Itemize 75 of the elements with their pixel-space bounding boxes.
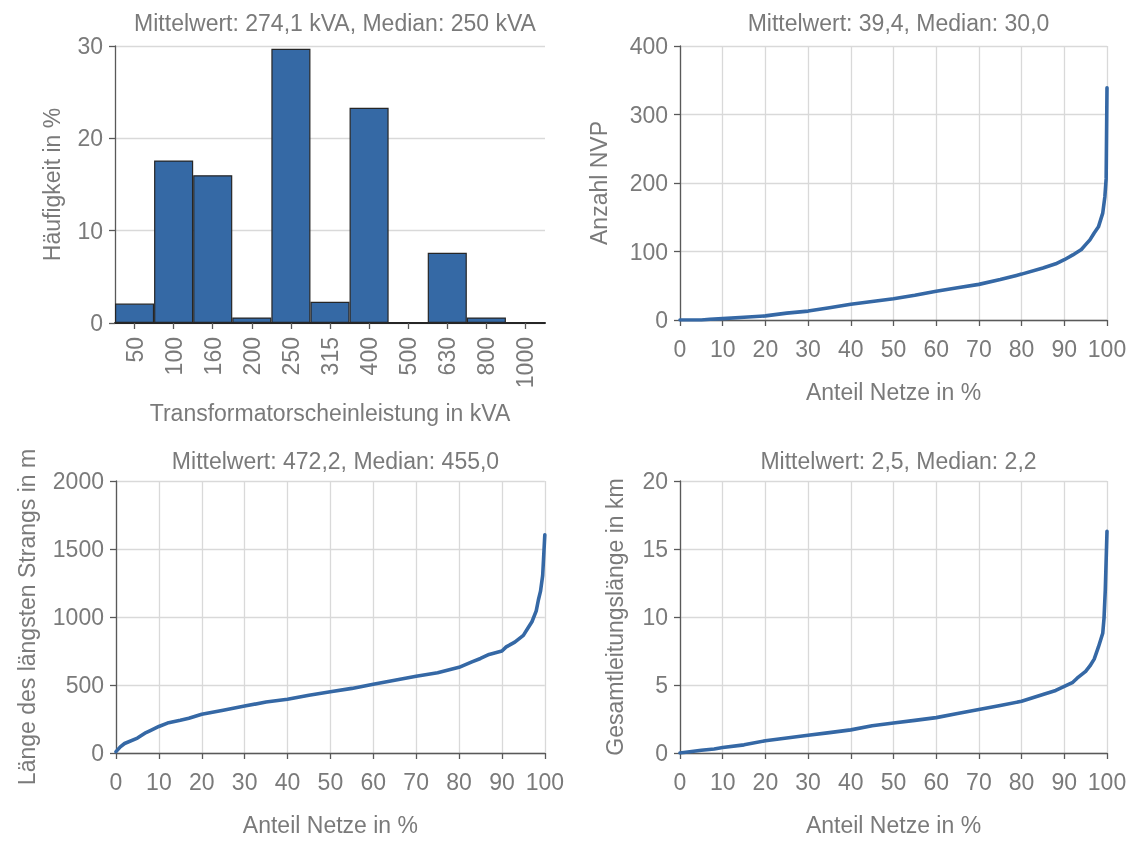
- x-tick-label: 100: [160, 337, 187, 376]
- y-tick-label: 20: [77, 125, 103, 152]
- y-tick-label: 5: [655, 672, 668, 698]
- y-tick-label: 500: [65, 672, 104, 698]
- x-axis-title: Transformatorscheinleistung in kVA: [149, 399, 511, 426]
- x-tick-label: 50: [880, 768, 907, 795]
- x-tick-label: 80: [1008, 335, 1035, 362]
- y-tick-label: 30: [77, 33, 103, 59]
- y-axis-title: Anzahl NVP: [585, 120, 612, 246]
- x-tick-label: 20: [752, 768, 779, 795]
- x-tick-label: 20: [188, 768, 215, 795]
- x-tick-label: 90: [1051, 335, 1078, 362]
- chart-title: Mittelwert: 39,4, Median: 30,0: [747, 9, 1050, 36]
- y-tick-label: 1000: [52, 604, 104, 630]
- y-tick-label: 100: [629, 238, 668, 265]
- x-tick-label: 1000: [512, 337, 539, 389]
- y-tick-label: 20: [642, 468, 668, 494]
- y-tick-label: 2000: [52, 468, 104, 494]
- x-tick-label: 50: [121, 337, 148, 363]
- x-tick-label: 100: [525, 768, 564, 795]
- x-tick-label: 630: [434, 337, 461, 376]
- x-tick-label: 10: [709, 335, 736, 362]
- x-tick-label: 250: [277, 337, 304, 376]
- x-tick-label: 20: [752, 335, 779, 362]
- x-tick-label: 400: [356, 337, 383, 376]
- y-tick-label: 10: [77, 217, 103, 244]
- y-tick-label: 10: [642, 604, 668, 630]
- x-tick-label: 30: [795, 768, 821, 795]
- y-axis-title: Häufigkeit in %: [38, 107, 65, 262]
- x-tick-label: 100: [1087, 335, 1127, 362]
- y-tick-label: 200: [629, 170, 668, 196]
- x-tick-label: 80: [1008, 768, 1035, 795]
- x-tick-label: 40: [838, 768, 864, 795]
- x-axis-title: Anteil Netze in %: [805, 378, 982, 405]
- x-tick-label: 50: [880, 335, 907, 362]
- y-axis-title: Gesamtleitungslänge in km: [601, 478, 628, 756]
- x-axis-title: Anteil Netze in %: [805, 811, 982, 838]
- y-axis-title: Länge des längsten Strangs in m: [13, 448, 40, 786]
- x-tick-label: 70: [966, 335, 992, 362]
- y-tick-label: 0: [655, 740, 668, 766]
- chart-title: Mittelwert: 274,1 kVA, Median: 250 kVA: [134, 9, 537, 36]
- y-tick-label: 1500: [52, 536, 104, 562]
- x-tick-label: 200: [238, 337, 265, 376]
- x-tick-label: 50: [317, 768, 344, 795]
- x-tick-label: 30: [231, 768, 258, 795]
- x-tick-label: 60: [923, 335, 949, 362]
- chart-title: Mittelwert: 472,2, Median: 455,0: [171, 447, 500, 474]
- x-tick-label: 500: [395, 337, 422, 376]
- x-tick-label: 10: [146, 768, 172, 795]
- x-tick-label: 40: [838, 335, 864, 362]
- x-tick-label: 315: [317, 337, 343, 376]
- x-tick-label: 70: [403, 768, 429, 795]
- x-tick-label: 0: [673, 768, 687, 795]
- x-tick-label: 800: [473, 337, 500, 376]
- y-tick-label: 400: [629, 33, 668, 59]
- y-tick-label: 0: [90, 310, 103, 336]
- x-tick-label: 60: [923, 768, 949, 795]
- x-tick-label: 40: [274, 768, 301, 795]
- x-tick-label: 60: [360, 768, 387, 795]
- y-tick-label: 0: [91, 740, 104, 766]
- x-tick-label: 10: [709, 768, 736, 795]
- x-tick-label: 160: [199, 337, 226, 376]
- x-tick-label: 0: [109, 768, 123, 795]
- y-tick-label: 0: [655, 307, 668, 333]
- y-tick-label: 300: [629, 101, 668, 128]
- x-tick-label: 100: [1087, 768, 1127, 795]
- x-tick-label: 0: [673, 335, 687, 362]
- x-tick-label: 30: [795, 335, 821, 362]
- x-tick-label: 70: [966, 768, 992, 795]
- x-tick-label: 80: [446, 768, 472, 795]
- chart-title: Mittelwert: 2,5, Median: 2,2: [760, 447, 1037, 474]
- y-tick-label: 15: [642, 536, 668, 562]
- x-axis-title: Anteil Netze in %: [242, 811, 418, 838]
- x-tick-label: 90: [489, 768, 515, 795]
- x-tick-label: 90: [1051, 768, 1078, 795]
